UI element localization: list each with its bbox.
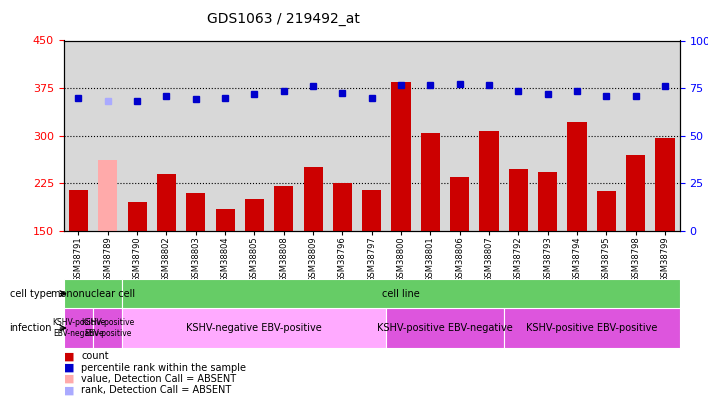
Bar — [503, 308, 680, 348]
Bar — [387, 308, 503, 348]
Text: rank, Detection Call = ABSENT: rank, Detection Call = ABSENT — [81, 386, 232, 395]
Bar — [157, 174, 176, 231]
Text: ■: ■ — [64, 352, 74, 361]
Text: infection: infection — [9, 323, 52, 333]
Bar — [568, 122, 586, 231]
Bar — [64, 279, 122, 308]
Bar — [509, 168, 528, 231]
Bar — [538, 173, 557, 231]
Bar — [362, 190, 381, 231]
Text: GDS1063 / 219492_at: GDS1063 / 219492_at — [207, 12, 360, 26]
Bar — [127, 202, 147, 231]
Bar — [122, 308, 387, 348]
Bar — [64, 308, 93, 348]
Text: mononuclear cell: mononuclear cell — [51, 289, 135, 298]
Text: KSHV-positive
EBV-negative: KSHV-positive EBV-negative — [52, 318, 105, 338]
Bar — [215, 209, 234, 231]
Text: ■: ■ — [64, 386, 74, 395]
Bar — [98, 160, 118, 231]
Text: KSHV-positive EBV-negative: KSHV-positive EBV-negative — [377, 323, 513, 333]
Bar — [479, 131, 498, 231]
Text: ■: ■ — [64, 363, 74, 373]
Text: KSHV-negative EBV-positive: KSHV-negative EBV-positive — [186, 323, 322, 333]
Bar — [626, 155, 645, 231]
Bar — [450, 177, 469, 231]
Bar — [421, 132, 440, 231]
Text: value, Detection Call = ABSENT: value, Detection Call = ABSENT — [81, 374, 236, 384]
Text: cell line: cell line — [382, 289, 420, 298]
Bar — [304, 167, 323, 231]
Text: KSHV-positive EBV-positive: KSHV-positive EBV-positive — [526, 323, 657, 333]
Bar — [333, 183, 352, 231]
Text: cell type: cell type — [9, 289, 52, 298]
Bar — [656, 138, 675, 231]
Text: percentile rank within the sample: percentile rank within the sample — [81, 363, 246, 373]
Bar — [597, 191, 616, 231]
Text: count: count — [81, 352, 109, 361]
Bar — [186, 193, 205, 231]
Bar — [69, 190, 88, 231]
Bar — [392, 82, 411, 231]
Bar — [274, 186, 293, 231]
Bar — [245, 199, 264, 231]
Bar — [93, 308, 122, 348]
Text: ■: ■ — [64, 374, 74, 384]
Text: KSHV-positive
EBV-positive: KSHV-positive EBV-positive — [81, 318, 135, 338]
